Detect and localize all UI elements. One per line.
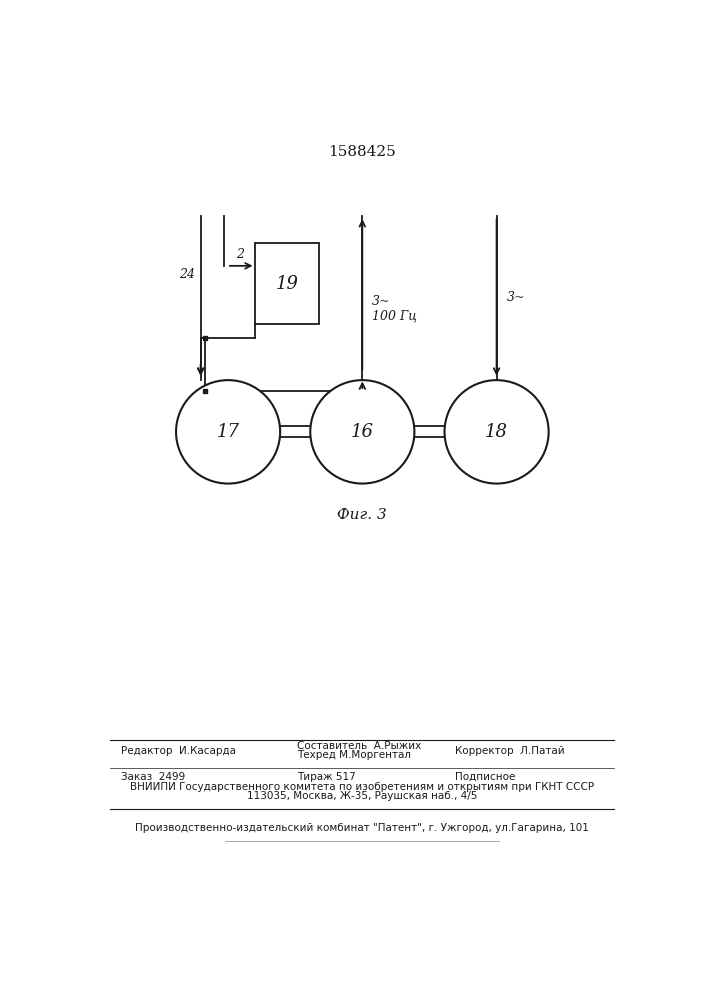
Text: Тираж 517: Тираж 517 — [297, 772, 356, 782]
Text: 3~: 3~ — [506, 291, 525, 304]
Text: 113035, Москва, Ж-35, Раушская наб., 4/5: 113035, Москва, Ж-35, Раушская наб., 4/5 — [247, 791, 477, 801]
Text: 24: 24 — [179, 267, 195, 280]
Text: 3~
100 Гц: 3~ 100 Гц — [372, 295, 417, 323]
Text: 19: 19 — [276, 275, 298, 293]
Text: 1588425: 1588425 — [329, 145, 396, 159]
Text: ВНИИПИ Государственного комитета по изобретениям и открытиям при ГКНТ СССР: ВНИИПИ Государственного комитета по изоб… — [130, 782, 595, 792]
Text: 18: 18 — [485, 423, 508, 441]
Ellipse shape — [310, 380, 414, 484]
Ellipse shape — [176, 380, 280, 484]
Text: Корректор  Л.Патай: Корректор Л.Патай — [455, 746, 565, 756]
Text: Техред М.Моргентал: Техред М.Моргентал — [297, 750, 411, 760]
Text: 16: 16 — [351, 423, 374, 441]
Text: Заказ  2499: Заказ 2499 — [122, 772, 185, 782]
Text: Производственно-издательский комбинат "Патент", г. Ужгород, ул.Гагарина, 101: Производственно-издательский комбинат "П… — [136, 823, 589, 833]
Text: Редактор  И.Касарда: Редактор И.Касарда — [122, 746, 236, 756]
Bar — [255, 243, 319, 324]
Text: Фиг. 3: Фиг. 3 — [337, 508, 387, 522]
Text: 17: 17 — [216, 423, 240, 441]
Text: Составитель  А.Рыжих: Составитель А.Рыжих — [297, 741, 421, 751]
Text: Подписное: Подписное — [455, 772, 516, 782]
Text: 2: 2 — [236, 248, 244, 261]
Ellipse shape — [445, 380, 549, 484]
